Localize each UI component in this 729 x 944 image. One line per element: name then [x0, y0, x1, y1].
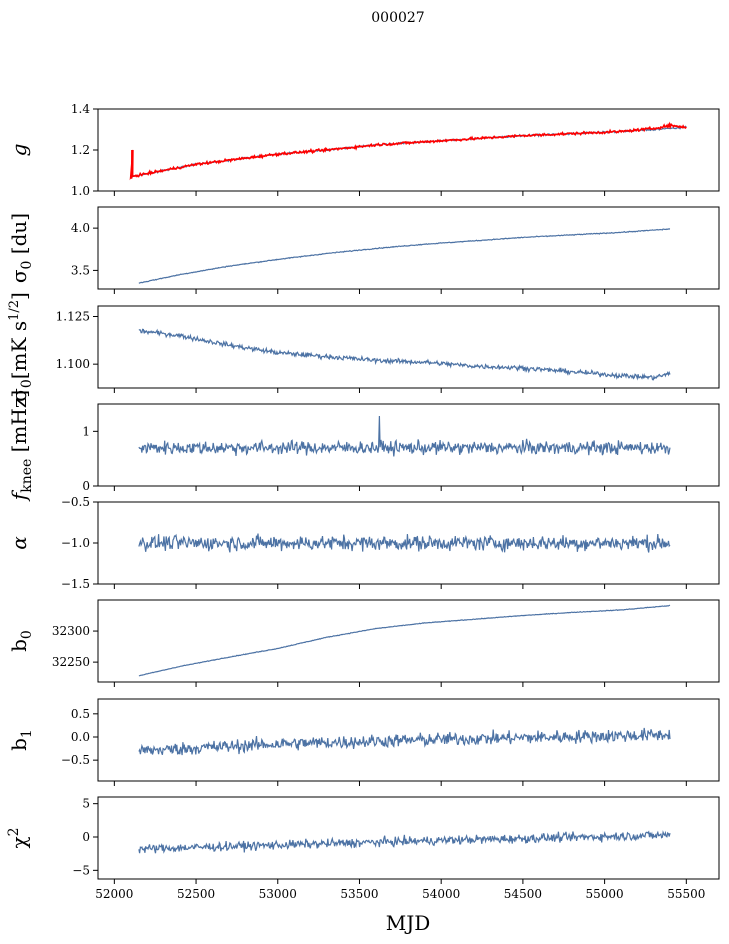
panel-sigma0_du: 3.5 4.0 σ0 [du]	[7, 206, 720, 294]
ytick-label-g-2: 1.4	[71, 102, 90, 116]
panels: 1.0 1.2 1.4 g 3.5 4.0 σ0 [du] 1.100 1.125 σ0[mK s…	[6, 102, 720, 901]
figure-title: 000027	[371, 10, 424, 26]
ytick-label-fknee-1: 1	[82, 424, 90, 438]
xtick-label-0: 52000	[95, 887, 133, 901]
series-sigma0_mk-0	[138, 328, 671, 381]
series-alpha-0	[138, 533, 671, 553]
ytick-label-b1-0: −0.5	[61, 753, 90, 767]
axes-frame-sigma0_du	[97, 206, 720, 290]
panel-b0: 32250 32300 b0	[7, 599, 720, 687]
ytick-label-alpha-2: −0.5	[61, 495, 90, 509]
series-g-0	[130, 125, 687, 178]
ytick-label-fknee-0: 0	[82, 479, 90, 493]
series-sigma0_du-0	[138, 228, 671, 284]
panel-chi2: −5 0 5 52000 52500 53000 53500 54000 54500 55000 5…	[6, 796, 720, 901]
panel-g: 1.0 1.2 1.4 g	[7, 102, 720, 198]
axes-frame-fknee	[97, 403, 720, 487]
ylabel-sigma0_mk: σ0[mK s1/2]	[7, 292, 35, 402]
ytick-label-alpha-1: −1.0	[61, 536, 90, 550]
series-chi2-0	[138, 830, 671, 854]
panel-alpha: −1.5 −1.0 −0.5 α	[7, 495, 720, 591]
ytick-label-b1-1: 0.0	[71, 730, 90, 744]
ylabel-g: g	[7, 144, 31, 157]
axes-frame-b0	[97, 599, 720, 683]
series-b0-0	[138, 604, 671, 677]
ytick-label-chi2-0: −5	[72, 863, 90, 877]
xtick-label-1: 52500	[177, 887, 215, 901]
ylabel-b0: b0	[7, 630, 35, 652]
ylabel-fknee: fknee [mHz]	[7, 390, 35, 502]
axes-frame-sigma0_mk	[97, 305, 720, 389]
panel-sigma0_mk: 1.100 1.125 σ0[mK s1/2]	[7, 292, 720, 402]
xtick-label-7: 55500	[667, 887, 705, 901]
ylabel-alpha: α	[7, 536, 31, 550]
series-fknee-0	[138, 415, 671, 457]
ytick-label-b0-0: 32250	[52, 655, 90, 669]
ytick-label-sigma0_mk-1: 1.125	[56, 309, 90, 323]
axes-frame-g	[97, 108, 720, 192]
xtick-label-2: 53000	[259, 887, 297, 901]
ylabel-sigma0_du: σ0 [du]	[7, 213, 35, 283]
ytick-label-g-1: 1.2	[71, 143, 90, 157]
xtick-label-3: 53500	[340, 887, 378, 901]
panel-b1: −0.5 0.0 0.5 b1	[7, 698, 720, 786]
xtick-label-6: 55000	[586, 887, 624, 901]
xtick-label-5: 54500	[504, 887, 542, 901]
ytick-label-b1-2: 0.5	[71, 707, 90, 721]
ytick-label-g-0: 1.0	[71, 184, 90, 198]
ytick-label-chi2-1: 0	[82, 830, 90, 844]
ytick-label-alpha-0: −1.5	[61, 577, 90, 591]
ytick-label-chi2-2: 5	[82, 797, 90, 811]
x-axis-label: MJD	[386, 911, 431, 935]
series-b1-0	[138, 727, 671, 756]
axes-frame-chi2	[97, 796, 720, 880]
xtick-label-4: 54000	[422, 887, 460, 901]
axes-frame-b1	[97, 698, 720, 782]
ytick-label-sigma0_mk-0: 1.100	[56, 357, 90, 371]
ylabel-b1: b1	[7, 729, 35, 751]
ytick-label-b0-1: 32300	[52, 624, 90, 638]
ytick-label-sigma0_du-1: 4.0	[71, 221, 90, 235]
series-g-1	[129, 121, 687, 181]
ylabel-chi2: χ2	[6, 827, 31, 848]
ytick-label-sigma0_du-0: 3.5	[71, 263, 90, 277]
panel-fknee: 0 1 fknee [mHz]	[7, 390, 720, 502]
